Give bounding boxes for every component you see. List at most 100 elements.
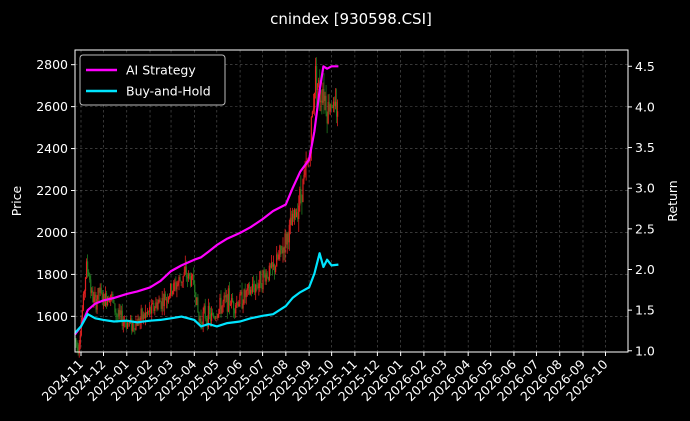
candle-body — [329, 104, 331, 112]
candle-body — [202, 311, 204, 327]
candle-body — [188, 273, 191, 277]
candle-body — [99, 287, 101, 293]
candle-body — [286, 233, 288, 245]
candle-body — [217, 314, 219, 318]
candle-body — [266, 273, 268, 278]
candle-body — [177, 282, 179, 286]
candle-body — [193, 275, 195, 285]
candle-body — [272, 264, 275, 267]
candle-body — [196, 297, 198, 306]
candle-body — [248, 284, 250, 294]
candle-body — [226, 294, 228, 312]
candle-body — [297, 212, 299, 220]
candle-body — [94, 294, 96, 298]
y2-tick-label: 1.0 — [635, 343, 655, 358]
candle-body — [334, 101, 337, 106]
candle-body — [262, 270, 264, 290]
candle-body — [89, 276, 91, 280]
chart-title: cnindex [930598.CSI] — [270, 10, 432, 28]
candle-body — [127, 322, 130, 324]
candle-body — [181, 281, 183, 283]
candle-body — [124, 321, 127, 323]
candle-body — [268, 265, 270, 281]
y2-tick-label: 1.5 — [635, 303, 655, 318]
candle-body — [148, 307, 151, 313]
candle-body — [180, 280, 182, 283]
candle-body — [205, 318, 207, 320]
candle-body — [304, 167, 306, 176]
candle-body — [242, 303, 244, 309]
legend-label-buy-and-hold: Buy-and-Hold — [126, 84, 211, 99]
candle-body — [324, 95, 326, 101]
y2-tick-label: 2.5 — [635, 221, 655, 236]
y-tick-label: 2000 — [36, 225, 68, 240]
candle-body — [311, 111, 314, 118]
candle-body — [243, 289, 245, 304]
candle-body — [164, 293, 166, 301]
candle-body — [101, 293, 103, 303]
candle-body — [147, 311, 150, 313]
candle-body — [215, 317, 217, 319]
candle-body — [234, 310, 236, 314]
candle-body — [82, 293, 85, 310]
candle-body — [134, 328, 136, 330]
candle-body — [225, 294, 227, 298]
candle-body — [210, 312, 213, 321]
candle-body — [165, 299, 167, 301]
candle-body — [91, 290, 93, 293]
y2-tick-label: 4.5 — [635, 59, 655, 74]
candle-body — [279, 245, 281, 255]
candle-body — [235, 305, 237, 314]
candle-body — [182, 275, 184, 282]
candle-body — [231, 298, 234, 302]
candle-body — [111, 293, 113, 295]
candle-body — [153, 303, 155, 311]
y2-tick-label: 4.0 — [635, 99, 655, 114]
candle-body — [209, 314, 212, 321]
candle-body — [174, 282, 176, 284]
candle-body — [255, 284, 257, 293]
y-tick-label: 2400 — [36, 141, 68, 156]
candle-body — [143, 314, 145, 319]
candle-body — [245, 290, 247, 298]
series-line-ai-strategy — [74, 65, 339, 336]
candle-body — [335, 101, 338, 117]
candle-body — [130, 318, 132, 322]
candle-body — [80, 322, 82, 336]
candle-body — [184, 266, 186, 273]
candle-body — [169, 283, 172, 296]
candle-body — [236, 302, 238, 306]
candle-body — [102, 294, 104, 303]
candle-body — [142, 314, 144, 320]
candle-body — [157, 302, 159, 310]
candle-body — [258, 283, 260, 288]
candle-body — [316, 65, 318, 91]
candle-body — [285, 233, 287, 245]
candle-body — [331, 107, 333, 109]
candle-body — [136, 321, 138, 326]
candle-body — [81, 309, 83, 323]
candle-body — [267, 277, 269, 281]
candle-body — [168, 295, 171, 297]
candle-body — [333, 101, 336, 106]
candle-body — [187, 273, 190, 279]
candle-body — [300, 189, 302, 195]
candle-body — [200, 318, 202, 323]
candle-body — [221, 305, 223, 314]
candle-body — [249, 289, 252, 294]
candle-body — [212, 312, 214, 316]
candle-body — [273, 264, 276, 273]
return-series — [74, 65, 339, 336]
candle-body — [87, 261, 89, 272]
candle-body — [277, 254, 279, 260]
candle-body — [118, 310, 120, 317]
candle-body — [171, 283, 173, 295]
candle-body — [254, 287, 256, 293]
candle-body — [201, 322, 203, 327]
y2-tick-label: 3.5 — [635, 140, 655, 155]
candle-body — [93, 297, 95, 302]
candle-body — [115, 312, 117, 315]
candle-body — [224, 295, 226, 298]
candle-body — [129, 321, 131, 323]
candle-body — [298, 205, 300, 220]
